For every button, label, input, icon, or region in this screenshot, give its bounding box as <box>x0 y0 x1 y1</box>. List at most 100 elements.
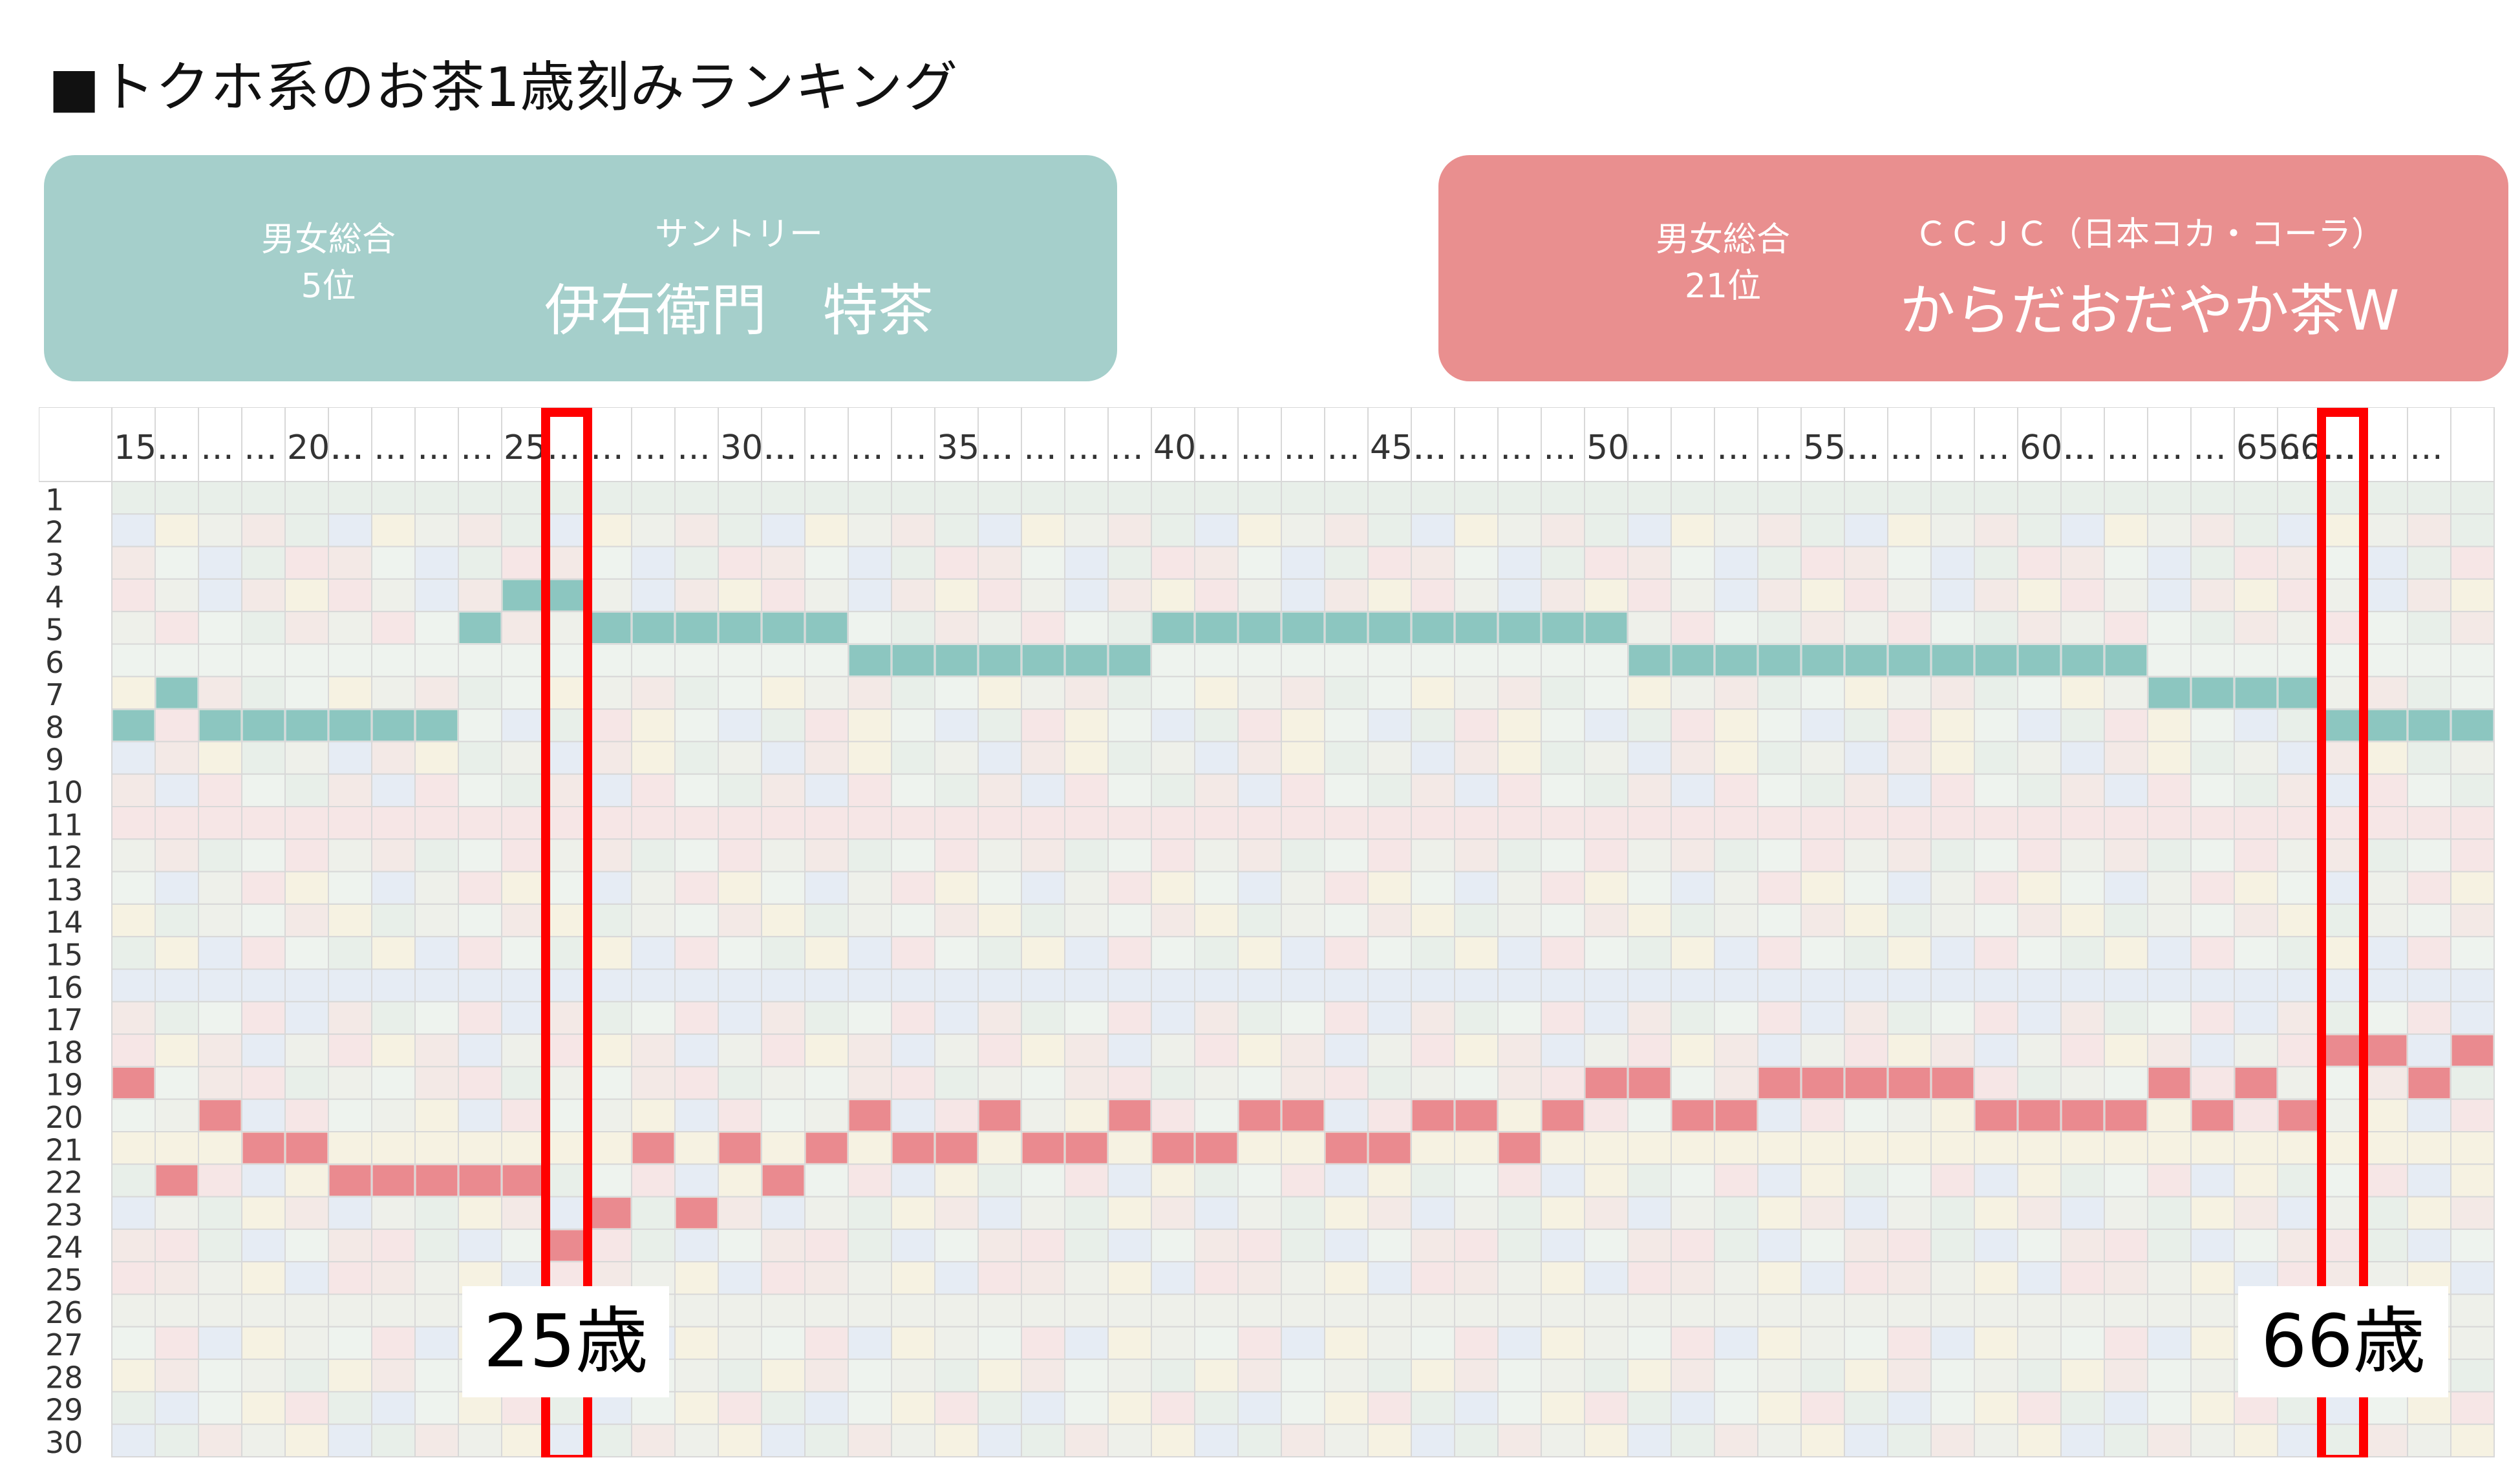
grid-cell <box>2364 1163 2408 1198</box>
grid-cell <box>1887 1196 1932 1230</box>
grid-cell <box>1281 1359 1325 1393</box>
grid-cell <box>1541 708 1585 743</box>
grid-cell <box>414 1391 459 1425</box>
grid-cell <box>588 968 632 1002</box>
grid-cell <box>1281 481 1325 515</box>
grid-cell <box>1107 871 1152 905</box>
grid-cell <box>1541 838 1585 873</box>
grid-cell <box>1454 578 1499 613</box>
grid-cell <box>2234 968 2278 1002</box>
grid-cell <box>1627 968 1672 1002</box>
grid-cell <box>414 773 459 808</box>
rank-cell-teal <box>2451 710 2493 741</box>
grid-cell <box>1541 773 1585 808</box>
grid-cell <box>2147 871 2192 905</box>
grid-cell <box>1800 1423 1845 1457</box>
grid-cell <box>155 1033 199 1068</box>
grid-cell <box>1541 936 1585 970</box>
grid-cell <box>284 513 329 547</box>
grid-cell <box>2017 936 2062 970</box>
grid-cell <box>328 903 372 938</box>
grid-cell <box>934 1261 979 1295</box>
grid-cell <box>1497 1359 1542 1393</box>
grid-cell <box>761 1423 806 1457</box>
grid-cell <box>2364 903 2408 938</box>
grid-cell <box>371 611 416 645</box>
grid-cell <box>1584 708 1628 743</box>
grid-cell <box>1671 968 1715 1002</box>
grid-cell <box>155 481 199 515</box>
grid-cell <box>1757 1033 1802 1068</box>
grid-cell <box>1107 741 1152 775</box>
y-tick-label: 6 <box>45 645 64 680</box>
grid-cell <box>198 968 242 1002</box>
rank-cell-teal <box>156 677 198 708</box>
grid-cell <box>155 936 199 970</box>
grid-cell <box>1497 1098 1542 1132</box>
grid-cell <box>1627 936 1672 970</box>
grid-cell <box>848 675 892 710</box>
rank-cell-pink <box>416 1165 458 1196</box>
grid-cell <box>1411 1261 1455 1295</box>
grid-cell <box>1757 1163 1802 1198</box>
grid-cell <box>1497 1000 1542 1035</box>
grid-cell <box>544 481 589 515</box>
grid-cell <box>2017 1359 2062 1393</box>
grid-cell <box>631 936 676 970</box>
grid-cell <box>2407 773 2451 808</box>
grid-cell <box>1541 903 1585 938</box>
grid-cell <box>977 936 1022 970</box>
grid-cell <box>2450 1098 2495 1132</box>
grid-cell <box>891 806 935 840</box>
rank-cell-pink <box>1672 1100 1714 1131</box>
rank-cell-teal <box>416 710 458 741</box>
grid-cell <box>1671 903 1715 938</box>
grid-cell <box>1064 838 1109 873</box>
grid-cell <box>2060 871 2105 905</box>
grid-cell <box>891 1196 935 1230</box>
grid-cell <box>2234 741 2278 775</box>
grid-cell <box>891 1066 935 1100</box>
grid-cell <box>1541 578 1585 613</box>
grid-cell <box>1930 513 1975 547</box>
grid-cell <box>674 1293 719 1328</box>
grid-cell <box>588 871 632 905</box>
grid-cell <box>1800 741 1845 775</box>
grid-cell <box>1281 1391 1325 1425</box>
grid-cell <box>1800 773 1845 808</box>
rank-cell-pink <box>806 1132 848 1163</box>
grid-cell <box>2407 481 2451 515</box>
grid-cell <box>2147 481 2192 515</box>
grid-cell <box>284 838 329 873</box>
grid-cell <box>761 741 806 775</box>
grid-cell <box>848 1359 892 1393</box>
grid-cell <box>1151 871 1195 905</box>
grid-cell <box>1281 578 1325 613</box>
grid-cell <box>371 1098 416 1132</box>
grid-cell <box>544 643 589 677</box>
y-tick-label: 29 <box>45 1393 83 1428</box>
grid-cell <box>2104 513 2148 547</box>
grid-cell <box>631 1033 676 1068</box>
grid-cell <box>241 1196 286 1230</box>
grid-cell <box>1497 513 1542 547</box>
grid-cell <box>1107 773 1152 808</box>
x-tick-label: … <box>157 429 191 467</box>
grid-cell <box>284 1000 329 1035</box>
grid-cell <box>804 1261 849 1295</box>
grid-cell <box>284 1261 329 1295</box>
grid-cell <box>934 871 979 905</box>
grid-cell <box>414 1131 459 1165</box>
grid-cell <box>1064 1326 1109 1360</box>
rank-cell-teal <box>459 612 501 643</box>
grid-cell <box>1194 545 1239 580</box>
grid-cell <box>155 545 199 580</box>
grid-cell <box>1411 513 1455 547</box>
grid-cell <box>1714 968 1758 1002</box>
grid-cell <box>1454 1066 1499 1100</box>
grid-cell <box>328 936 372 970</box>
rank-cell-pink <box>1109 1100 1151 1131</box>
grid-cell <box>2190 838 2235 873</box>
grid-cell <box>2190 513 2235 547</box>
grid-cell <box>1757 1196 1802 1230</box>
